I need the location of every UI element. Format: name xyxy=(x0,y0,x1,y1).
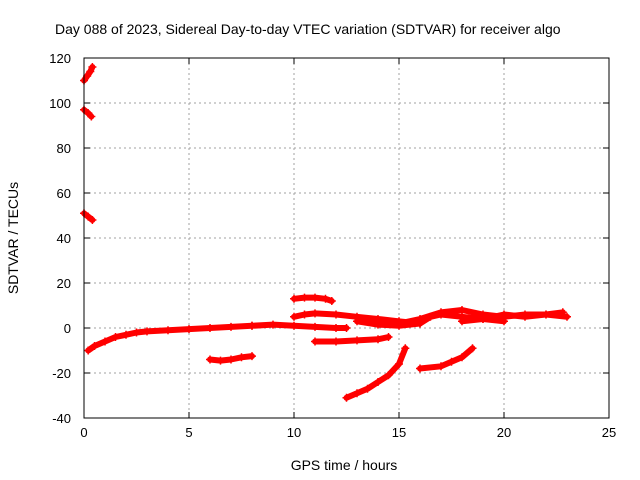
data-point xyxy=(321,294,330,303)
data-point xyxy=(311,322,319,331)
chart-title: Day 088 of 2023, Sidereal Day-to-day VTE… xyxy=(55,21,561,37)
y-tick-label: -40 xyxy=(52,411,71,426)
data-point xyxy=(384,333,393,341)
data-point xyxy=(111,333,120,341)
x-tick-label: 25 xyxy=(602,425,616,440)
data-point xyxy=(237,353,246,362)
data-point xyxy=(88,63,97,71)
data-point xyxy=(311,309,319,318)
data-point xyxy=(101,337,109,346)
x-tick-label: 10 xyxy=(287,425,301,440)
data-point xyxy=(290,312,298,321)
data-point xyxy=(206,355,214,364)
data-point xyxy=(248,321,256,330)
data-point xyxy=(458,317,466,326)
data-point xyxy=(269,320,277,329)
series-arc-1 xyxy=(81,64,96,84)
data-point xyxy=(143,327,151,336)
y-tick-label: 20 xyxy=(57,276,71,291)
data-point xyxy=(86,67,95,76)
data-point xyxy=(416,364,424,373)
data-point xyxy=(216,356,225,365)
data-point xyxy=(353,336,361,345)
data-point xyxy=(300,310,309,319)
data-point xyxy=(206,324,214,332)
data-point xyxy=(542,310,550,319)
data-point xyxy=(342,324,351,332)
data-point xyxy=(374,378,382,386)
data-point xyxy=(132,328,141,337)
y-tick-label: 100 xyxy=(49,96,71,111)
data-point xyxy=(447,357,456,366)
data-point xyxy=(311,337,319,346)
y-tick-label: -20 xyxy=(52,366,71,381)
data-point xyxy=(122,330,130,339)
data-point xyxy=(468,344,477,353)
data-point xyxy=(395,319,403,328)
data-point xyxy=(332,324,340,332)
data-point xyxy=(479,315,487,323)
x-tick-label: 0 xyxy=(80,425,87,440)
series-layer xyxy=(80,63,571,402)
data-point xyxy=(227,322,235,331)
data-point xyxy=(90,342,99,350)
data-point xyxy=(84,212,93,221)
data-point xyxy=(521,312,529,321)
data-point xyxy=(384,371,393,380)
data-point xyxy=(164,326,172,335)
data-point xyxy=(401,344,410,353)
x-tick-label: 5 xyxy=(185,425,192,440)
data-point xyxy=(353,317,361,326)
y-tick-label: 120 xyxy=(49,51,71,66)
data-point xyxy=(437,308,445,317)
data-point xyxy=(88,216,97,224)
data-point xyxy=(416,315,424,323)
data-point xyxy=(363,384,372,393)
data-point xyxy=(332,337,340,346)
data-point xyxy=(500,310,508,319)
data-point xyxy=(437,362,445,371)
grid xyxy=(84,58,609,418)
data-point xyxy=(558,308,567,317)
data-point xyxy=(185,325,193,334)
x-tick-label: 20 xyxy=(497,425,511,440)
data-point xyxy=(332,310,340,319)
data-point xyxy=(311,293,319,302)
data-point xyxy=(290,321,298,330)
data-point xyxy=(84,346,93,355)
x-axis-label: GPS time / hours xyxy=(291,457,398,473)
data-point xyxy=(374,335,382,344)
x-tick-label: 15 xyxy=(392,425,406,440)
y-tick-label: 40 xyxy=(57,231,71,246)
data-point xyxy=(563,312,571,321)
data-point xyxy=(395,360,403,368)
data-point xyxy=(227,355,235,364)
y-tick-label: 60 xyxy=(57,186,71,201)
data-point xyxy=(327,297,336,305)
y-tick-label: 0 xyxy=(64,321,71,336)
series-arc-13 xyxy=(417,345,476,372)
data-point xyxy=(458,306,466,314)
data-point xyxy=(87,112,96,121)
axis-ticks: 0 5 10 15 20 25 -40 -20 0 20 40 60 80 100 120 xyxy=(49,51,616,440)
data-point xyxy=(353,389,361,398)
data-point xyxy=(374,320,382,329)
y-tick-label: 80 xyxy=(57,141,71,156)
data-point xyxy=(300,293,309,302)
data-point xyxy=(290,294,298,303)
data-point xyxy=(458,353,466,362)
data-point xyxy=(248,352,256,361)
data-point xyxy=(342,393,351,402)
y-axis-label: SDTVAR / TECUs xyxy=(5,182,21,294)
